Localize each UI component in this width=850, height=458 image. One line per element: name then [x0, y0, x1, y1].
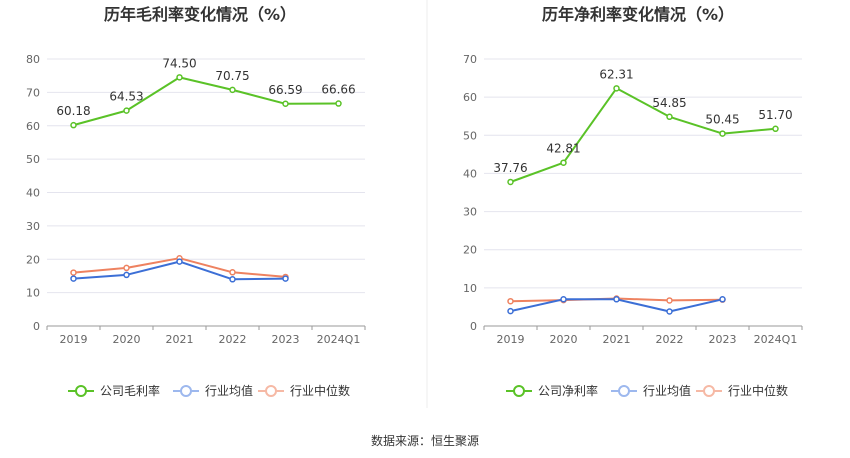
y-tick-label: 0	[33, 320, 40, 333]
y-tick-label: 80	[26, 53, 40, 66]
industry-avg-point	[507, 307, 514, 315]
company-point	[70, 121, 77, 129]
legend-item-company: 公司毛利率	[68, 383, 160, 398]
y-tick-label: 20	[463, 244, 477, 257]
company-point	[560, 159, 567, 166]
data-label: 51.70	[758, 108, 792, 122]
legend-swatch-marker	[180, 385, 192, 397]
y-tick-label: 20	[26, 253, 40, 266]
data-label: 74.50	[162, 56, 196, 70]
company-point	[282, 100, 289, 108]
industry-avg-point	[123, 271, 130, 279]
industry-avg-point	[282, 275, 289, 282]
y-tick-label: 30	[26, 220, 40, 233]
industry-avg-point	[719, 296, 726, 303]
data-label: 50.45	[705, 113, 739, 127]
legend-swatch-marker	[618, 385, 630, 397]
chart-1: 历年毛利率变化情况（%） 0 10 20 30 40 50 60 70 80 2019 2020 202…	[26, 5, 366, 398]
legend-label: 行业均值	[643, 383, 691, 398]
y-tick-label: 70	[26, 86, 40, 99]
legend-label: 行业均值	[205, 383, 253, 398]
legend-swatch-marker	[75, 385, 87, 397]
industry-avg-point	[229, 276, 236, 283]
data-label: 42.81	[546, 142, 580, 156]
legend-item-industry-avg: 行业均值	[611, 383, 691, 398]
data-label: 62.31	[599, 67, 633, 81]
data-label: 37.76	[493, 161, 527, 175]
chart-title: 历年净利率变化情况（%）	[542, 5, 734, 24]
x-tick-label: 2021	[603, 333, 631, 346]
industry-avg-point	[70, 275, 77, 282]
y-tick-label: 50	[463, 129, 477, 142]
company-point	[335, 100, 342, 107]
legend-item-industry-avg: 行业均值	[173, 383, 253, 398]
legend-swatch-marker	[265, 385, 277, 397]
data-label: 66.59	[268, 83, 302, 97]
x-tick-label: 2023	[709, 333, 737, 346]
industry-avg-point	[666, 308, 673, 315]
data-label: 70.75	[215, 69, 249, 83]
company-point	[666, 113, 673, 121]
x-tick-label: 2024Q1	[317, 333, 361, 346]
legend-swatch-marker	[703, 385, 715, 397]
legend-label: 公司净利率	[538, 383, 598, 398]
legend-label: 公司毛利率	[100, 383, 160, 398]
company-point	[507, 178, 514, 186]
company-point	[719, 130, 726, 137]
x-tick-label: 2020	[550, 333, 578, 346]
y-tick-label: 10	[26, 287, 40, 300]
industry-median-point	[123, 264, 130, 272]
company-point	[613, 85, 620, 92]
x-tick-label: 2020	[113, 333, 141, 346]
x-tick-label: 2019	[497, 333, 525, 346]
y-tick-label: 70	[463, 53, 477, 66]
x-tick-label: 2019	[60, 333, 88, 346]
industry-median-point	[229, 269, 236, 276]
legend-item-company: 公司净利率	[506, 383, 598, 398]
legend-label: 行业中位数	[290, 383, 350, 398]
data-label: 60.18	[56, 104, 90, 118]
company-point	[123, 107, 130, 114]
industry-median-point	[70, 269, 77, 276]
chart-title: 历年毛利率变化情况（%）	[104, 5, 296, 24]
industry-median-point	[666, 297, 673, 304]
y-tick-label: 60	[26, 120, 40, 133]
chart-2: 历年净利率变化情况（%） 0 10 20 30 40 50 60 70 2019 2020 2021 2…	[463, 5, 803, 398]
y-tick-label: 0	[470, 320, 477, 333]
legend: 公司毛利率 行业均值 行业中位数	[68, 383, 350, 398]
industry-avg-point	[560, 296, 567, 303]
x-tick-label: 2022	[656, 333, 684, 346]
data-source-note: 数据来源：恒生聚源	[370, 434, 479, 448]
company-point	[772, 125, 779, 133]
industry-avg-point	[613, 296, 620, 303]
x-tick-label: 2024Q1	[754, 333, 798, 346]
industry-median-point	[507, 297, 514, 305]
legend-swatch-marker	[513, 385, 525, 397]
legend-item-industry-median: 行业中位数	[258, 383, 350, 398]
x-tick-label: 2022	[219, 333, 247, 346]
y-tick-label: 60	[463, 91, 477, 104]
company-line	[510, 87, 776, 183]
legend-item-industry-median: 行业中位数	[696, 383, 788, 398]
y-tick-label: 50	[26, 153, 40, 166]
x-tick-label: 2023	[272, 333, 300, 346]
data-label: 54.85	[652, 96, 686, 110]
company-line	[73, 76, 339, 127]
company-point	[229, 86, 236, 94]
data-label: 66.66	[321, 83, 355, 97]
y-tick-label: 10	[463, 282, 477, 295]
y-tick-label: 30	[463, 206, 477, 219]
x-tick-label: 2021	[166, 333, 194, 346]
industry-avg-point	[176, 258, 183, 265]
company-point	[176, 74, 183, 81]
legend-label: 行业中位数	[728, 383, 788, 398]
y-tick-label: 40	[463, 167, 477, 180]
y-tick-label: 40	[26, 187, 40, 200]
data-label: 64.53	[109, 90, 143, 104]
legend: 公司净利率 行业均值 行业中位数	[506, 383, 788, 398]
